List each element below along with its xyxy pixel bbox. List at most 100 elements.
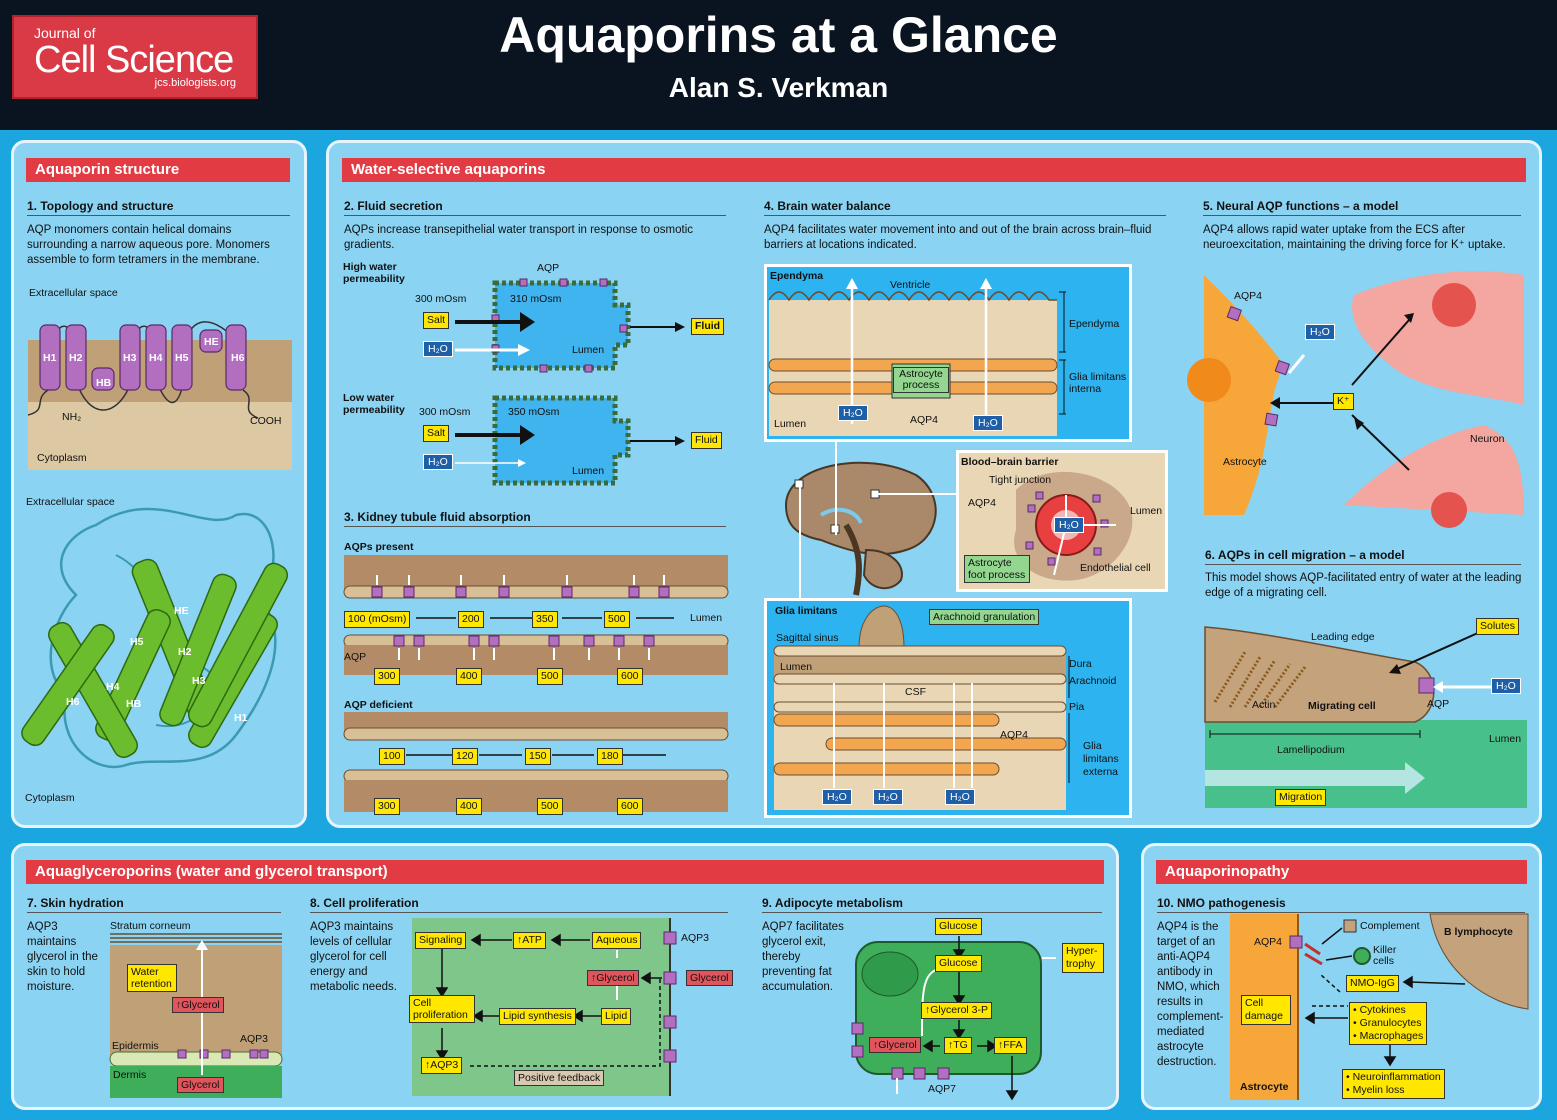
glia-limitans-diagram (764, 598, 1132, 818)
ribbon-label-hb: HB (126, 698, 142, 710)
box-glucose-outer: Glucose (935, 918, 982, 935)
helix-label-he: HE (204, 336, 219, 348)
box-atp: ↑ATP (513, 932, 546, 949)
box-effectors: • Cytokines • Granulocytes • Macrophages (1349, 1002, 1428, 1045)
subsection-neural-aqp: 5. Neural AQP functions – a model (1203, 199, 1521, 216)
kidney-deficient-top-0: 100 (379, 748, 405, 765)
effector-cytokines: • Cytokines (1353, 1004, 1406, 1016)
box-h2o-neural: H₂O (1305, 324, 1335, 340)
helix-label-hb: HB (96, 377, 112, 389)
poster-header: Journal of Cell Science jcs.biologists.o… (0, 0, 1557, 130)
outcome-myelin-loss: • Myelin loss (1346, 1084, 1405, 1096)
box-aqueous: Aqueous (592, 932, 642, 949)
label-aqp4-ependyma: AQP4 (910, 414, 939, 426)
kidney-present-bottom-0: 300 (374, 668, 400, 685)
label-complement: Complement (1360, 920, 1420, 932)
box-up-glycerol-prolif: ↑Glycerol (587, 970, 639, 986)
label-extracellular-2: Extracellular space (26, 496, 115, 508)
label-high-permeability: High water permeability (343, 261, 405, 285)
box-h2o-high: H₂O (423, 341, 453, 357)
poster-author: Alan S. Verkman (668, 72, 889, 103)
label-cytoplasm-2: Cytoplasm (25, 792, 75, 804)
box-glycerol-3p: ↑Glycerol 3-P (921, 1002, 993, 1019)
neural-aqp-description: AQP4 allows rapid water uptake from the … (1203, 224, 1506, 251)
box-salt-high: Salt (423, 312, 450, 329)
label-cooh: COOH (250, 415, 282, 427)
box-lipid-synthesis: Lipid synthesis (499, 1008, 576, 1025)
ribbon-label-h4: H4 (106, 681, 120, 693)
box-h2o-glia-2: H₂O (873, 789, 903, 805)
label-ventricle: Ventricle (890, 279, 931, 291)
box-cell-proliferation: Cell proliferation (409, 995, 475, 1023)
effector-granulocytes: • Granulocytes (1353, 1017, 1422, 1029)
ribbon-label-he: HE (174, 605, 189, 617)
kidney-deficient-top-3: 180 (597, 748, 623, 765)
outcome-neuroinflammation: • Neuroinflammation (1346, 1071, 1441, 1083)
label-cytoplasm: Cytoplasm (37, 452, 87, 464)
label-lumen-low: Lumen (572, 465, 605, 477)
box-outcomes: • Neuroinflammation • Myelin loss (1342, 1069, 1445, 1099)
label-ependyma: Ependyma (770, 270, 824, 282)
box-tg: ↑TG (944, 1037, 972, 1054)
label-endothelial: Endothelial cell (1080, 562, 1151, 574)
kidney-deficient-top-2: 150 (525, 748, 551, 765)
journal-logo[interactable]: Journal of Cell Science jcs.biologists.o… (12, 15, 258, 99)
brain-sagittal-illustration (784, 461, 937, 596)
box-ffa: ↑FFA (994, 1037, 1027, 1054)
label-lumen-glia: Lumen (780, 661, 813, 673)
label-astrocyte-neural: Astrocyte (1223, 456, 1267, 468)
label-astrocyte-foot: Astrocyte foot process (964, 555, 1030, 583)
neural-model-diagram (1187, 265, 1524, 528)
box-kplus: K⁺ (1333, 393, 1354, 410)
section-header-water-selective: Water-selective aquaporins (342, 158, 1526, 182)
box-h2o-glia-3: H₂O (945, 789, 975, 805)
label-300mosm-high: 300 mOsm (415, 293, 467, 305)
label-actin: Actin (1252, 699, 1276, 711)
helix-label-h3: H3 (123, 352, 137, 364)
label-killer-cells: Killer cells (1373, 944, 1397, 967)
label-300mosm-low: 300 mOsm (419, 406, 471, 418)
ependyma-diagram (764, 264, 1132, 442)
brain-connector-lines (799, 440, 958, 605)
ribbon-label-h2: H2 (178, 646, 192, 658)
label-lumen-kidney: Lumen (690, 612, 723, 624)
subsection-cell-proliferation: 8. Cell proliferation (310, 896, 728, 913)
section-header-structure: Aquaporin structure (26, 158, 290, 182)
box-migration: Migration (1275, 789, 1327, 806)
box-solutes: Solutes (1476, 618, 1520, 635)
ribbon-label-h1: H1 (234, 712, 248, 724)
label-glia-interna: Glia limitans interna (1069, 371, 1127, 395)
box-h2o-ependyma-2: H₂O (973, 415, 1003, 431)
helix-label-h2: H2 (69, 352, 83, 364)
fluid-secretion-diagram (455, 278, 685, 486)
box-cell-damage: Cell damage (1241, 995, 1291, 1025)
label-350mosm: 350 mOsm (508, 406, 560, 418)
box-h2o-glia-1: H₂O (822, 789, 852, 805)
label-aqp3-skin: AQP3 (240, 1033, 269, 1045)
helix-label-h6: H6 (231, 352, 245, 364)
label-aqp-kidney: AQP (344, 651, 367, 663)
cell-migration-diagram (1204, 626, 1527, 808)
label-bbb: Blood–brain barrier (961, 456, 1059, 468)
section-header-aquaporinopathy: Aquaporinopathy (1156, 860, 1527, 884)
box-salt-low: Salt (423, 425, 450, 442)
label-aqp-deficient: AQP deficient (344, 699, 413, 711)
label-migrating-cell: Migrating cell (1308, 700, 1376, 712)
box-h2o-migration: H₂O (1491, 678, 1521, 694)
kidney-deficient-bottom-0: 300 (374, 798, 400, 815)
label-low-permeability: Low water permeability (343, 392, 405, 416)
box-h2o-bbb: H₂O (1054, 517, 1084, 533)
label-aqp3-prolif: AQP3 (681, 932, 710, 944)
label-arachnoid: Arachnoid (1069, 675, 1117, 687)
label-arachnoid-granulation: Arachnoid granulation (929, 609, 1040, 625)
box-lipid: Lipid (601, 1008, 632, 1025)
box-up-glycerol-skin: ↑Glycerol (172, 997, 224, 1013)
helix-label-h4: H4 (149, 352, 163, 364)
box-glucose-inner: Glucose (935, 955, 982, 972)
label-dura: Dura (1069, 658, 1092, 670)
poster-title: Aquaporins at a Glance (499, 7, 1058, 63)
label-b-lymphocyte: B lymphocyte (1444, 926, 1513, 938)
kidney-deficient-bottom-2: 500 (537, 798, 563, 815)
brain-water-description: AQP4 facilitates water movement into and… (764, 224, 1152, 251)
subsection-topology: 1. Topology and structure (27, 199, 290, 216)
